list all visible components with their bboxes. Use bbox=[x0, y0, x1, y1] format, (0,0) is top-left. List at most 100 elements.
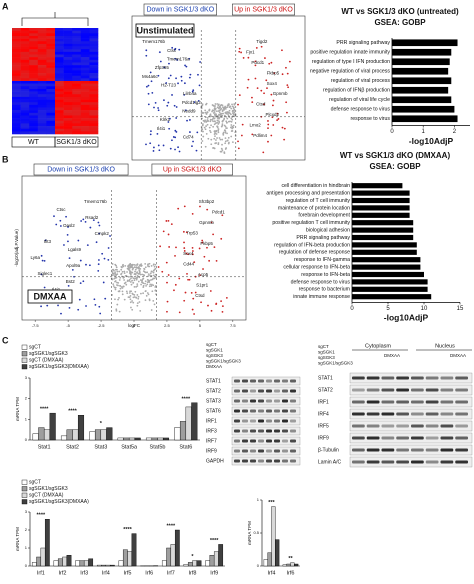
heatmap-cell bbox=[89, 38, 99, 42]
volcano-dot bbox=[220, 125, 223, 128]
blot-band bbox=[425, 424, 439, 428]
volcano-dot bbox=[200, 106, 203, 109]
volcano-dot bbox=[148, 285, 151, 288]
volcano-dot bbox=[193, 313, 196, 315]
heatmap-cell bbox=[80, 35, 90, 39]
blot-band bbox=[440, 400, 454, 404]
heatmap-cell bbox=[89, 99, 99, 103]
volcano-dot bbox=[157, 266, 160, 268]
volcano-dot bbox=[113, 274, 115, 277]
volcano-dot bbox=[281, 73, 284, 76]
volcano-dot bbox=[208, 109, 211, 112]
legend-down: Down in SGK1/3 dKO bbox=[47, 166, 115, 173]
heatmap-cell bbox=[89, 43, 99, 47]
volcano-dot bbox=[146, 283, 149, 286]
volcano-dot bbox=[118, 290, 121, 292]
bar bbox=[191, 402, 198, 441]
volcano-dot bbox=[187, 278, 189, 281]
volcano-dot bbox=[189, 131, 191, 133]
volcano-dot bbox=[247, 56, 250, 59]
bar bbox=[75, 560, 81, 567]
volcano-dot bbox=[216, 106, 219, 109]
volcano-dot bbox=[224, 131, 227, 134]
heatmap-cell bbox=[12, 94, 21, 98]
volcano-dot bbox=[217, 110, 220, 112]
heatmap-cell bbox=[55, 41, 64, 45]
volcano-dot bbox=[175, 131, 178, 133]
volcano-dot bbox=[178, 150, 181, 153]
volcano-dot bbox=[171, 94, 173, 96]
gsea-bar bbox=[392, 105, 455, 113]
x-axis-label: -log10AdjP bbox=[409, 136, 454, 146]
heatmap-cell bbox=[55, 131, 64, 135]
volcano-dot bbox=[221, 114, 224, 117]
volcano-dot bbox=[237, 140, 239, 143]
volcano-dot bbox=[155, 293, 157, 296]
heatmap-cell bbox=[72, 83, 82, 87]
y-tick-label: 3 bbox=[25, 509, 28, 514]
heatmap-cell bbox=[12, 123, 21, 127]
volcano-dot bbox=[206, 246, 208, 249]
blot-band bbox=[258, 439, 264, 443]
volcano-dot bbox=[114, 280, 117, 282]
gene-label: Trp53 bbox=[186, 230, 198, 235]
volcano-dot bbox=[187, 253, 190, 256]
heatmap-cell bbox=[12, 73, 21, 76]
y-tick-label: 0 bbox=[257, 563, 260, 568]
gene-label: Pdcd1 bbox=[212, 210, 225, 215]
heatmap-cell bbox=[55, 70, 64, 74]
heatmap-cell bbox=[63, 131, 73, 135]
volcano-dot bbox=[184, 291, 187, 294]
heatmap-cell bbox=[46, 54, 56, 58]
volcano-dot bbox=[226, 139, 229, 142]
term-label: response to IFN-beta bbox=[301, 272, 350, 278]
blot-band bbox=[396, 376, 409, 380]
volcano-dot bbox=[229, 126, 232, 129]
heatmap-cell bbox=[29, 131, 39, 135]
volcano-dot bbox=[199, 205, 201, 208]
bar bbox=[134, 437, 141, 441]
volcano-dot bbox=[136, 264, 139, 266]
volcano-dot bbox=[183, 247, 186, 249]
volcano-dot bbox=[218, 105, 221, 108]
volcano-dot bbox=[40, 273, 43, 276]
volcano-dot bbox=[221, 123, 224, 126]
gsea-bar bbox=[352, 271, 424, 278]
heatmap-cell bbox=[37, 28, 47, 31]
volcano-dot bbox=[114, 298, 116, 301]
volcano-dot bbox=[177, 82, 179, 85]
heatmap-cell bbox=[37, 43, 47, 47]
blot-band bbox=[366, 436, 380, 440]
volcano-dot bbox=[238, 50, 241, 53]
heatmap-cell bbox=[46, 88, 56, 92]
x-tick-label: Irf8 bbox=[189, 570, 197, 576]
bar bbox=[187, 562, 193, 567]
volcano-dot bbox=[133, 285, 136, 288]
volcano-dot bbox=[215, 133, 218, 135]
volcano-dot bbox=[223, 117, 226, 120]
significance: **** bbox=[182, 396, 191, 402]
blot-band bbox=[352, 400, 365, 404]
heatmap-cell bbox=[29, 88, 39, 92]
blot-row-label: STAT2 bbox=[206, 388, 221, 394]
heatmap-cell bbox=[37, 35, 47, 39]
gene-label: Sox4 bbox=[267, 81, 278, 86]
volcano-dot bbox=[40, 254, 43, 257]
term-label: regulation of defense response bbox=[279, 250, 350, 256]
volcano-dot bbox=[231, 125, 234, 128]
volcano-dot bbox=[116, 270, 119, 273]
volcano-dot bbox=[166, 300, 169, 303]
volcano-dot bbox=[68, 306, 71, 309]
heatmap-cell bbox=[12, 126, 21, 129]
volcano-dot bbox=[99, 312, 102, 315]
heatmap-cell bbox=[46, 33, 56, 37]
volcano-dot bbox=[85, 305, 87, 307]
volcano-dot bbox=[267, 127, 269, 130]
heatmap-cell bbox=[29, 62, 39, 66]
volcano-dot bbox=[207, 304, 209, 307]
volcano-dot bbox=[219, 138, 222, 141]
bar bbox=[66, 555, 72, 567]
heatmap-cell bbox=[72, 49, 82, 53]
volcano-frame bbox=[131, 15, 306, 161]
volcano-dot bbox=[132, 281, 135, 284]
